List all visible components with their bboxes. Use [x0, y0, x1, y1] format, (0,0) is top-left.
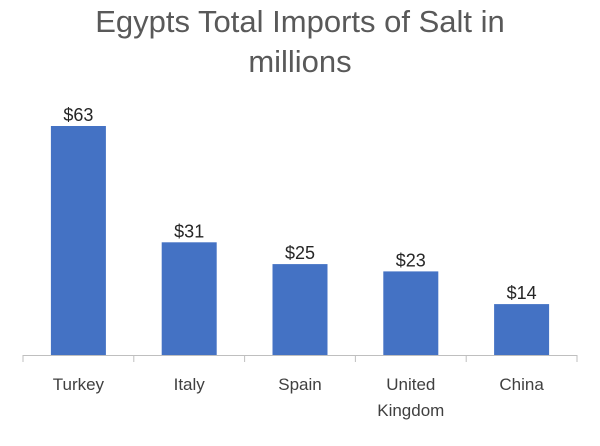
data-label-united-kingdom: $23 [396, 250, 426, 270]
x-tick-label-italy: Italy [174, 375, 206, 394]
x-tick-labels: Turkey Italy Spain United Kingdom China [53, 375, 545, 420]
data-label-turkey: $63 [63, 105, 93, 125]
data-label-italy: $31 [174, 221, 204, 241]
x-tick-label-united-kingdom: United Kingdom [377, 375, 444, 420]
x-tick-label-turkey: Turkey [53, 375, 105, 394]
x-axis [22, 355, 578, 362]
data-label-spain: $25 [285, 243, 315, 263]
data-labels-layer: $63 $31 $25 $23 $14 [63, 105, 536, 303]
bar-turkey [50, 126, 106, 355]
data-label-china: $14 [507, 283, 537, 303]
x-tick-label-china: China [499, 375, 544, 394]
chart-title: Egypts Total Imports of Salt in millions [95, 4, 505, 79]
bar-china [494, 304, 550, 355]
bar-italy [161, 242, 217, 355]
bar-united-kingdom [383, 271, 439, 355]
bars-layer [50, 126, 550, 355]
x-tick-label-spain: Spain [278, 375, 321, 394]
bar-spain [272, 264, 328, 355]
